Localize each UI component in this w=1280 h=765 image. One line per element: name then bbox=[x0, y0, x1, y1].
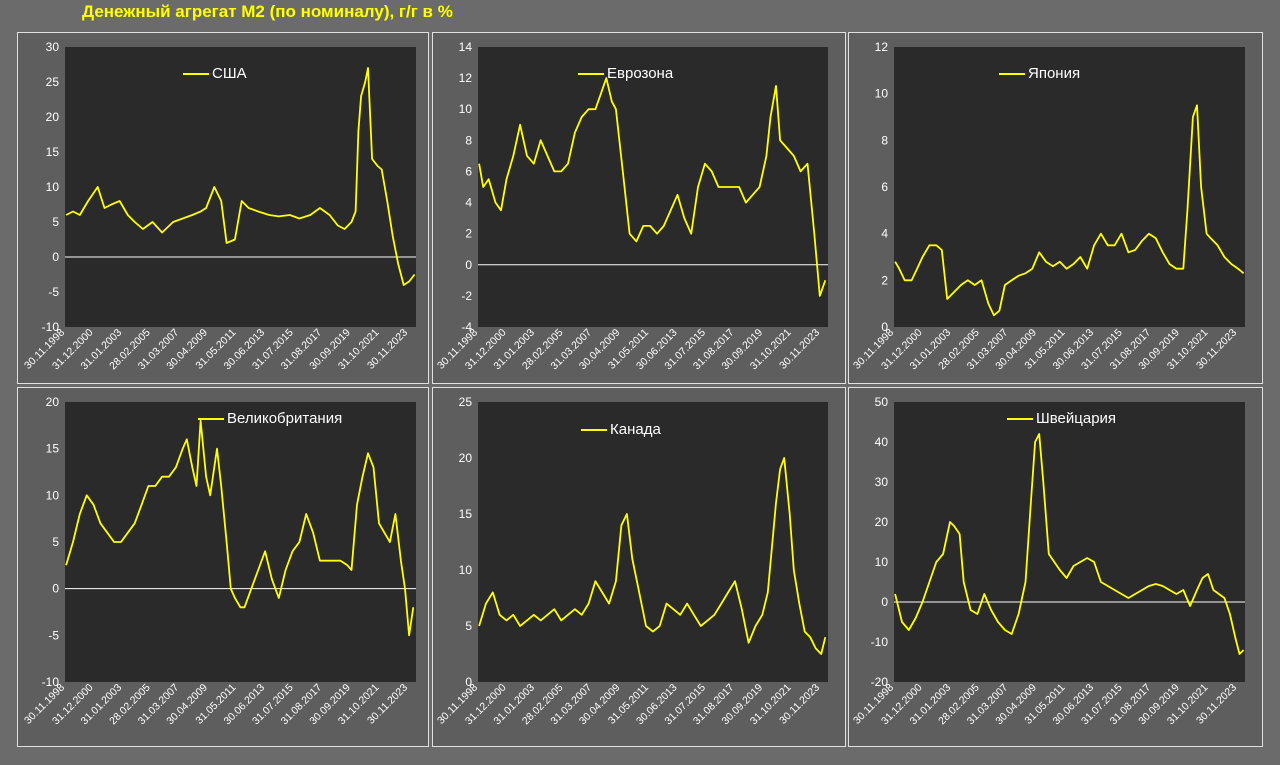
y-tick-label: 12 bbox=[459, 71, 473, 85]
legend-swatch bbox=[198, 417, 224, 420]
y-tick-label: 10 bbox=[459, 563, 473, 577]
y-tick-label: 5 bbox=[52, 535, 59, 549]
y-tick-label: 12 bbox=[875, 40, 889, 54]
plot-area bbox=[894, 402, 1245, 682]
y-tick-label: 8 bbox=[881, 133, 888, 147]
y-tick-label: 10 bbox=[875, 87, 889, 101]
y-tick-label: -20 bbox=[871, 675, 889, 689]
y-tick-label: 15 bbox=[46, 442, 60, 456]
y-tick-label: 0 bbox=[465, 258, 472, 272]
y-tick-label: 0 bbox=[881, 595, 888, 609]
legend-label: Япония bbox=[1028, 65, 1081, 82]
y-tick-label: -10 bbox=[42, 675, 60, 689]
y-tick-label: 5 bbox=[465, 619, 472, 633]
y-tick-label: 0 bbox=[52, 582, 59, 596]
y-tick-label: 0 bbox=[881, 320, 888, 334]
chart-svg: -10-50510152030.11.199831.12.200031.01.2… bbox=[22, 395, 416, 727]
plot-area bbox=[894, 47, 1245, 327]
legend-label: Швейцария bbox=[1036, 410, 1117, 427]
plot-area bbox=[65, 47, 416, 327]
legend: Великобритания bbox=[198, 410, 342, 427]
legend-swatch bbox=[578, 72, 604, 75]
page-title: Денежный агрегат М2 (по номиналу), г/г в… bbox=[82, 2, 453, 21]
y-tick-label: -4 bbox=[461, 320, 472, 334]
y-tick-label: 2 bbox=[465, 227, 472, 241]
series-line bbox=[65, 67, 416, 286]
legend-label: США bbox=[212, 65, 247, 82]
plot-area bbox=[65, 402, 416, 682]
y-tick-label: 15 bbox=[459, 507, 473, 521]
y-tick-label: -10 bbox=[42, 320, 60, 334]
y-tick-label: 20 bbox=[875, 515, 889, 529]
chart-panel: -10 -5 0 5 10 15 20 30.11.1998 31.12.2000 31.01.2… bbox=[17, 387, 429, 747]
chart-svg: 051015202530.11.199831.12.200031.01.2003… bbox=[435, 395, 828, 727]
legend: Япония bbox=[999, 65, 1080, 82]
y-tick-label: 30 bbox=[875, 475, 889, 489]
y-tick-label: 15 bbox=[46, 145, 60, 159]
y-tick-label: 0 bbox=[465, 675, 472, 689]
y-tick-label: 0 bbox=[52, 250, 59, 264]
series-line bbox=[478, 457, 827, 655]
legend-label: Канада bbox=[610, 421, 661, 438]
y-tick-label: 20 bbox=[459, 451, 473, 465]
legend: США bbox=[183, 65, 247, 82]
chart-panel: 0 5 10 15 20 25 30.11.1998 31.12.2000 31.01.2003… bbox=[432, 387, 846, 747]
y-tick-label: 4 bbox=[465, 196, 472, 210]
y-tick-label: 6 bbox=[881, 180, 888, 194]
plot-area bbox=[478, 402, 828, 682]
y-tick-label: 10 bbox=[46, 180, 60, 194]
y-tick-label: 25 bbox=[459, 395, 473, 409]
y-tick-label: 30 bbox=[46, 40, 60, 54]
y-tick-label: 10 bbox=[459, 102, 473, 116]
chart-svg: 02468101230.11.199831.12.200031.01.20032… bbox=[851, 40, 1245, 372]
y-tick-label: 2 bbox=[881, 273, 888, 287]
y-tick-label: 50 bbox=[875, 395, 889, 409]
y-tick-label: 10 bbox=[46, 488, 60, 502]
legend-label: Великобритания bbox=[227, 410, 343, 427]
y-tick-label: 20 bbox=[46, 110, 60, 124]
y-tick-label: -5 bbox=[48, 285, 59, 299]
chart-panel: 0 2 4 6 8 10 12 30.11.1998 31.12.2000 31.01.2003 2… bbox=[848, 32, 1263, 384]
chart-panel: -10 -5 0 5 10 15 20 25 30 30.11.1998 31.12.2000 31.… bbox=[17, 32, 429, 384]
legend: Еврозона bbox=[578, 65, 673, 82]
series-line bbox=[894, 433, 1245, 655]
chart-svg: -20-100102030405030.11.199831.12.200031.… bbox=[851, 395, 1245, 727]
legend-swatch bbox=[1007, 417, 1033, 420]
chart-panel: -4 -2 0 2 4 6 8 10 12 14 30.11.1998 31.12.2000 31.01… bbox=[432, 32, 846, 384]
y-tick-label: 4 bbox=[881, 227, 888, 241]
plot-area bbox=[478, 47, 828, 327]
chart-svg: -4-20246810121430.11.199831.12.200031.01… bbox=[435, 40, 828, 372]
series-line bbox=[65, 419, 415, 637]
legend-swatch bbox=[581, 428, 607, 431]
y-tick-label: 25 bbox=[46, 75, 60, 89]
legend-label: Еврозона bbox=[607, 65, 674, 82]
chart-panel: -20 -10 0 10 20 30 40 50 30.11.1998 31.12.2000 31.… bbox=[848, 387, 1263, 747]
y-tick-label: -10 bbox=[871, 635, 889, 649]
y-tick-label: -2 bbox=[461, 289, 472, 303]
y-tick-label: 20 bbox=[46, 395, 60, 409]
y-tick-label: 8 bbox=[465, 133, 472, 147]
y-tick-label: 5 bbox=[52, 215, 59, 229]
y-tick-label: -5 bbox=[48, 628, 59, 642]
series-line bbox=[478, 77, 827, 297]
y-tick-label: 10 bbox=[875, 555, 889, 569]
legend: Канада bbox=[581, 421, 661, 438]
y-tick-label: 14 bbox=[459, 40, 473, 54]
y-tick-label: 6 bbox=[465, 164, 472, 178]
chart-svg: -10-505101520253030.11.199831.12.200031.… bbox=[22, 40, 416, 372]
series-line bbox=[894, 104, 1245, 317]
legend-swatch bbox=[183, 72, 209, 75]
legend: Швейцария bbox=[1007, 410, 1116, 427]
legend-swatch bbox=[999, 72, 1025, 75]
y-tick-label: 40 bbox=[875, 435, 889, 449]
